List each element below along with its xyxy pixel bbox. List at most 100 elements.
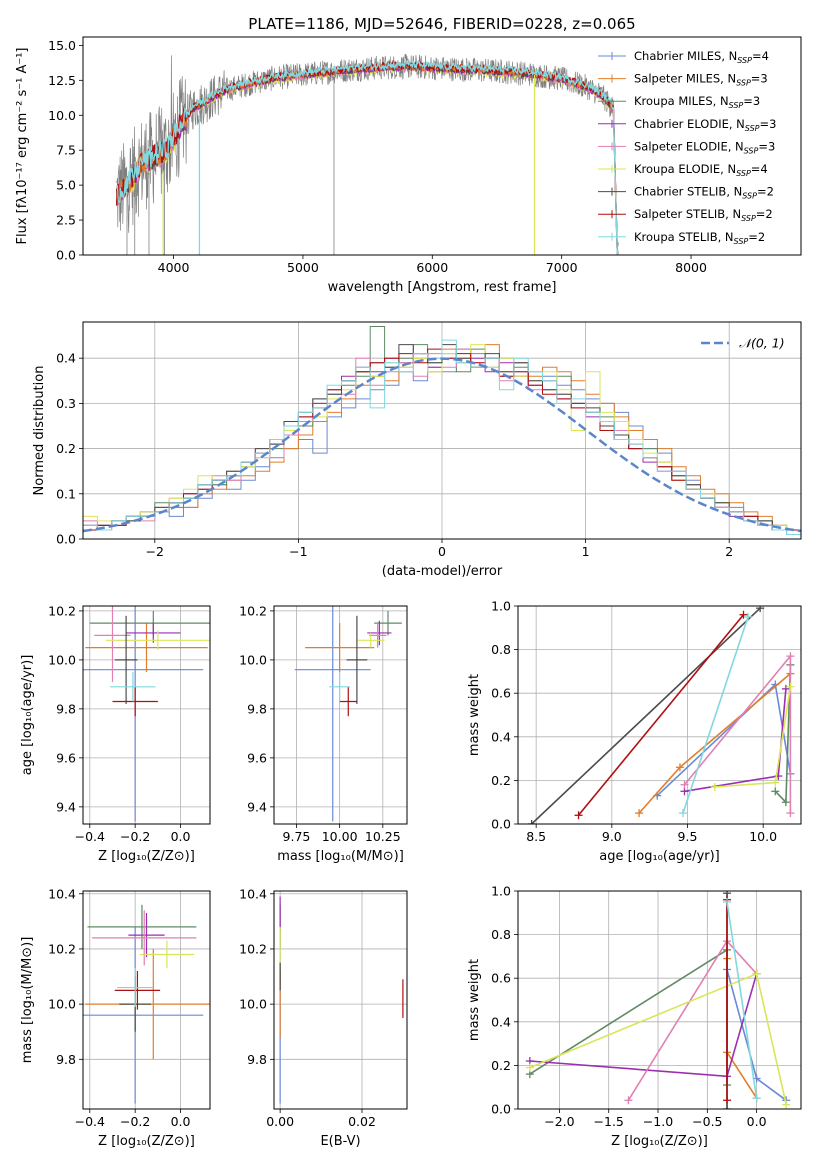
mass_vs_Z-frame — [82, 890, 211, 1110]
x-tick-label: 0.02 — [348, 1114, 376, 1129]
age_vs_mass-plot — [294, 606, 402, 822]
y-tick-label: 0.2 — [491, 1058, 511, 1073]
x-tick-label: 0 — [438, 544, 446, 559]
legend-label: Chabrier MILES, NSSP=4 — [634, 49, 769, 65]
x-tick-label: −2 — [146, 544, 164, 559]
model-spectrum-salpeter_elodie — [116, 62, 619, 255]
y-tick-label: 9.8 — [56, 701, 76, 716]
mass_weight_vs_Z-plot — [525, 891, 791, 1109]
age_vs_mass-frame — [273, 605, 408, 825]
x-tick-label: 5000 — [287, 260, 319, 275]
mass_vs_Z-plot — [83, 904, 210, 1104]
x-tick-label: 9.75 — [283, 829, 311, 844]
residuals-plot — [83, 326, 801, 539]
y-tick-label: 10.0 — [239, 997, 267, 1012]
series-salpeter_elodie — [627, 939, 758, 1101]
y-tick-label: 10.0 — [48, 652, 76, 667]
age_vs_Z-frame — [82, 605, 211, 825]
y-tick-label: 0.0 — [56, 532, 76, 547]
age_vs_Z-plot — [83, 606, 210, 822]
legend-label: Salpeter MILES, NSSP=3 — [634, 72, 768, 88]
x-tick-label: 9.5 — [678, 829, 698, 844]
y-axis-label: mass weight — [467, 959, 482, 1041]
hist-kroupa_stelib — [83, 339, 801, 539]
y-tick-label: 0.4 — [56, 351, 76, 366]
x-tick-label: 10.00 — [322, 829, 358, 844]
x-tick-label: −1.0 — [643, 1114, 673, 1129]
y-axis-label: Normed distribution — [32, 366, 47, 496]
age_vs_Z-axes: −0.4 −0.2 0.0 9.4 9.6 9.8 10.0 10.2 Z [log₁₀(Z/Z… — [20, 603, 210, 864]
x-tick-label: −1 — [289, 544, 307, 559]
y-tick-label: 10.4 — [48, 886, 76, 901]
y-tick-label: 0.0 — [56, 248, 76, 263]
y-tick-label: 0.2 — [56, 441, 76, 456]
y-tick-label: 5.0 — [56, 178, 76, 193]
residuals-frame — [82, 321, 802, 540]
y-tick-label: 1.0 — [491, 884, 511, 899]
x-tick-label: −0.4 — [75, 829, 105, 844]
series-chabrier_miles — [656, 682, 792, 797]
y-tick-label: 10.2 — [48, 603, 76, 618]
y-tick-label: 9.8 — [247, 1052, 267, 1067]
model-spectrum-kroupa_stelib — [116, 59, 619, 255]
x-tick-label: 0.0 — [171, 1114, 191, 1129]
x-tick-label: 8000 — [675, 260, 707, 275]
y-tick-label: 15.0 — [48, 38, 76, 53]
residuals-legend: 𝒩(0, 1) — [701, 336, 785, 351]
x-tick-label: 0.0 — [747, 1114, 767, 1129]
y-tick-label: 0.8 — [491, 642, 511, 657]
mass_vs_Z-axes: −0.4 −0.2 0.0 9.8 10.0 10.2 10.4 Z [log₁₀(Z/Z⊙)… — [20, 886, 210, 1149]
x-tick-label: −2.0 — [544, 1114, 574, 1129]
model-spectrum-kroupa_elodie — [116, 63, 619, 255]
mass_weight_vs_Z-frame — [517, 890, 802, 1110]
x-axis-label: Z [log₁₀(Z/Z⊙)] — [611, 1134, 708, 1149]
y-tick-label: 0.1 — [56, 486, 76, 501]
x-axis-label: (data-model)/error — [382, 564, 503, 579]
x-tick-label: −1.5 — [594, 1114, 624, 1129]
y-tick-label: 2.5 — [56, 213, 76, 228]
model-spectrum-salpeter_miles — [115, 61, 619, 255]
x-axis-label: E(B-V) — [320, 1134, 360, 1149]
mass_vs_ebv-plot — [279, 896, 404, 1104]
legend-label: Chabrier ELODIE, NSSP=3 — [634, 117, 776, 133]
series-chabrier_elodie — [529, 973, 758, 1078]
x-tick-label: 0.00 — [266, 1114, 294, 1129]
legend-label: Chabrier STELIB, NSSP=2 — [634, 185, 774, 201]
y-tick-label: 0.4 — [491, 1014, 511, 1029]
x-tick-label: 6000 — [416, 260, 448, 275]
chart-title: PLATE=1186, MJD=52646, FIBERID=0228, z=0… — [248, 15, 635, 33]
y-axis-label: mass weight — [467, 674, 482, 756]
x-tick-label: 8.5 — [526, 829, 546, 844]
x-tick-label: 7000 — [546, 260, 578, 275]
model-spectrum-chabrier_elodie — [115, 62, 619, 255]
y-tick-label: 10.0 — [239, 652, 267, 667]
x-tick-label: 4000 — [158, 260, 190, 275]
y-tick-label: 0.4 — [491, 729, 511, 744]
y-tick-label: 0.0 — [491, 1102, 511, 1117]
y-tick-label: 0.6 — [491, 686, 511, 701]
spectrum-axes: 4000 5000 6000 7000 8000 0.0 2.5 5.0 7.5 10.0 12.5… — [15, 38, 707, 295]
x-axis-label: age [log₁₀(age/yr)] — [599, 849, 720, 864]
y-tick-label: 10.0 — [48, 997, 76, 1012]
data-spectrum — [116, 53, 619, 255]
y-tick-label: 9.6 — [247, 750, 267, 765]
series-salpeter_elodie — [683, 653, 792, 814]
y-tick-label: 10.2 — [239, 603, 267, 618]
y-tick-label: 0.8 — [491, 927, 511, 942]
y-tick-label: 10.2 — [48, 941, 76, 956]
x-axis-label: mass [log₁₀(M/M⊙)] — [277, 849, 404, 864]
legend-label: Salpeter ELODIE, NSSP=3 — [634, 139, 775, 155]
y-tick-label: 0.3 — [56, 396, 76, 411]
series-chabrier_stelib — [531, 607, 761, 824]
x-tick-label: 10.25 — [365, 829, 401, 844]
gaussian-curve — [83, 357, 801, 533]
mass_weight_vs_age-axes: 8.5 9.0 9.5 10.0 0.0 0.2 0.4 0.6 0.8 1.0 age [log₁… — [467, 599, 801, 864]
y-tick-label: 10.2 — [239, 941, 267, 956]
y-tick-label: 10.0 — [48, 108, 76, 123]
x-tick-label: 9.0 — [602, 829, 622, 844]
mass_vs_ebv-axes: 0.00 0.02 9.8 10.0 10.2 10.4 E(B-V) — [239, 886, 407, 1149]
y-tick-label: 9.4 — [56, 799, 76, 814]
x-tick-label: 1 — [582, 544, 590, 559]
series-kroupa_stelib — [682, 616, 749, 814]
